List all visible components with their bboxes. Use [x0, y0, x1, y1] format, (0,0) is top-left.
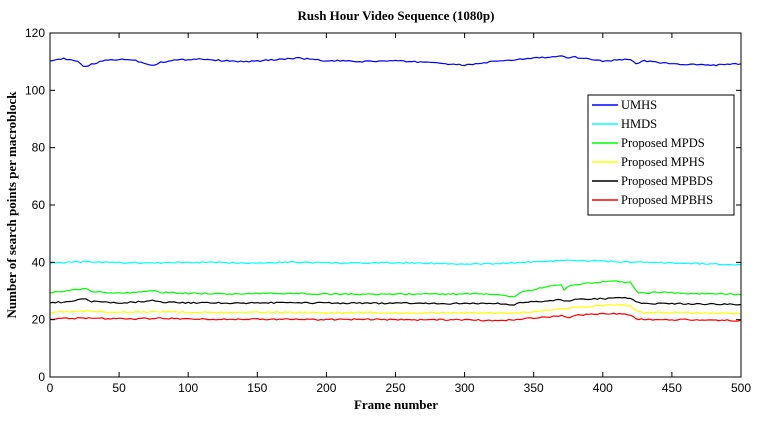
series-line-proposed-mpds: [49, 280, 742, 298]
y-tick-label: 0: [38, 370, 45, 384]
y-tick-label: 20: [32, 313, 46, 327]
y-axis-label: Number of search points per macroblock: [4, 91, 19, 319]
legend-label-proposed-mpbhs: Proposed MPBHS: [621, 193, 713, 207]
x-tick-label: 350: [524, 381, 544, 395]
series-line-umhs: [49, 55, 742, 68]
y-tick-label: 80: [32, 141, 46, 155]
legend-label-umhs: UMHS: [621, 98, 657, 112]
x-tick-label: 50: [112, 381, 126, 395]
y-tick-label: 120: [25, 26, 45, 40]
x-axis-label: Frame number: [354, 397, 438, 412]
legend-label-proposed-mpbds: Proposed MPBDS: [621, 174, 713, 188]
x-tick-label: 300: [455, 381, 475, 395]
series-line-proposed-mpbhs: [49, 312, 742, 322]
x-tick-label: 450: [662, 381, 682, 395]
x-tick-label: 150: [247, 381, 267, 395]
x-tick-label: 0: [47, 381, 54, 395]
y-tick-label: 60: [32, 198, 46, 212]
x-tick-label: 250: [385, 381, 405, 395]
legend: UMHS HMDS Proposed MPDS Proposed MPHS Propos…: [587, 94, 735, 216]
plot-area: 0 50 100 150 200 250 300 350 400 450 500 0 20 40 60 80 1…: [25, 26, 751, 395]
series-line-proposed-mphs: [49, 303, 742, 315]
legend-label-hmds: HMDS: [621, 117, 657, 131]
x-tick-label: 100: [178, 381, 198, 395]
chart-title: Rush Hour Video Sequence (1080p): [298, 8, 495, 23]
series-line-hmds: [49, 259, 742, 266]
y-tick-label: 40: [32, 255, 46, 269]
y-tick-label: 100: [25, 83, 45, 97]
legend-label-proposed-mpds: Proposed MPDS: [621, 136, 705, 150]
legend-box: [587, 94, 735, 216]
legend-label-proposed-mphs: Proposed MPHS: [621, 155, 705, 169]
x-tick-label: 400: [593, 381, 613, 395]
x-tick-label: 500: [731, 381, 751, 395]
series-line-proposed-mpbds: [49, 296, 742, 306]
x-tick-label: 200: [316, 381, 336, 395]
